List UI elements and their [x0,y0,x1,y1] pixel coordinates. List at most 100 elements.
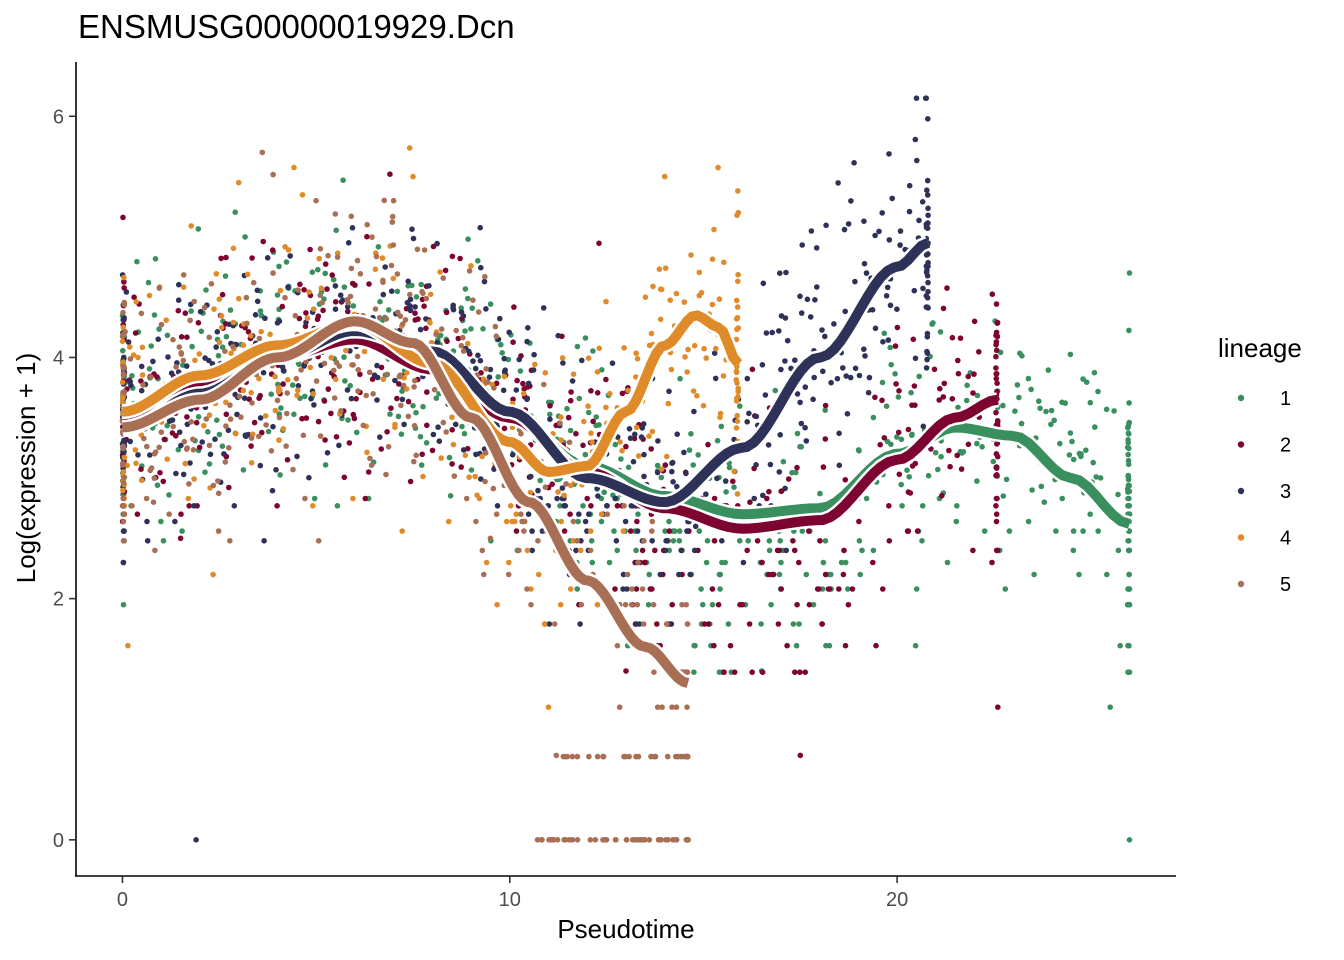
data-point-lineage-3 [138,363,145,370]
legend: lineage 1 2 3 4 5 [1218,333,1302,596]
data-point-lineage-1 [345,417,351,423]
data-point-lineage-2 [186,503,192,509]
data-point-lineage-2 [333,434,340,440]
data-point-lineage-1 [766,538,773,544]
data-point-lineage-4 [715,164,721,171]
data-point-lineage-3 [662,547,669,554]
data-point-lineage-3 [125,339,132,345]
data-point-lineage-1 [1124,485,1131,492]
data-point-lineage-5 [443,429,450,435]
data-point-lineage-5 [147,467,153,474]
data-point-lineage-3 [861,346,867,353]
data-point-lineage-5 [152,547,158,554]
data-point-lineage-5 [518,511,524,517]
data-point-lineage-5 [338,408,344,414]
data-point-lineage-1 [322,462,329,468]
y-tick-label: 6 [53,106,64,128]
data-point-lineage-4 [211,306,217,312]
data-point-lineage-3 [524,338,530,345]
data-point-lineage-3 [573,547,579,554]
data-point-lineage-2 [792,669,798,675]
data-point-lineage-3 [144,538,151,544]
data-point-lineage-2 [879,397,885,404]
data-point-lineage-3 [382,264,389,270]
data-point-lineage-4 [734,412,740,419]
data-point-lineage-4 [304,315,311,322]
data-point-lineage-3 [872,232,878,239]
data-point-lineage-1 [1045,367,1052,373]
data-point-lineage-5 [227,416,234,422]
data-point-lineage-1 [1037,405,1043,412]
data-point-lineage-2 [623,668,629,674]
data-point-lineage-4 [633,350,639,357]
data-point-lineage-1 [601,489,607,496]
data-point-lineage-2 [303,310,309,316]
data-point-lineage-5 [569,753,576,760]
data-point-lineage-4 [598,511,605,517]
data-point-lineage-5 [654,704,661,710]
data-point-lineage-1 [974,392,981,399]
data-point-lineage-3 [147,452,153,458]
data-point-lineage-2 [384,429,390,435]
data-point-lineage-2 [345,308,351,315]
data-point-lineage-2 [324,286,330,292]
data-point-lineage-3 [869,307,876,313]
data-point-lineage-1 [822,407,828,414]
data-point-lineage-3 [311,402,317,408]
data-point-lineage-5 [210,482,217,489]
data-point-lineage-1 [1126,400,1132,406]
data-point-lineage-3 [924,348,930,355]
data-point-lineage-4 [404,370,410,376]
data-point-lineage-2 [666,528,673,534]
data-point-lineage-4 [662,265,669,272]
data-point-lineage-2 [993,472,1000,479]
data-point-lineage-5 [398,402,404,409]
data-point-lineage-1 [1003,476,1010,483]
data-point-lineage-3 [348,395,355,402]
data-point-lineage-4 [406,145,413,151]
data-point-lineage-5 [156,285,163,291]
data-point-lineage-3 [121,528,127,534]
data-point-lineage-3 [676,571,682,578]
data-point-lineage-5 [621,503,627,509]
data-point-lineage-5 [188,419,194,425]
data-point-lineage-4 [235,179,242,186]
data-point-lineage-4 [307,364,314,371]
data-point-lineage-5 [333,359,340,366]
data-point-lineage-5 [635,559,641,566]
data-point-lineage-2 [790,538,796,544]
data-point-lineage-2 [957,335,964,342]
data-point-lineage-3 [450,305,456,311]
data-point-lineage-1 [417,433,424,440]
data-point-lineage-1 [646,571,652,578]
data-point-lineage-4 [233,430,239,437]
data-point-lineage-4 [130,352,137,358]
data-point-lineage-2 [619,390,626,397]
data-point-lineage-3 [746,410,752,417]
data-point-lineage-4 [557,601,564,608]
data-point-lineage-3 [759,362,766,368]
data-point-lineage-3 [913,95,920,101]
data-point-lineage-5 [482,273,488,280]
data-point-lineage-3 [349,225,356,231]
data-point-lineage-4 [410,173,416,180]
data-point-lineage-2 [893,381,899,387]
data-point-lineage-1 [1124,444,1131,451]
data-point-lineage-2 [826,586,833,592]
data-point-lineage-2 [806,528,812,534]
data-point-lineage-1 [686,447,693,453]
data-point-lineage-1 [353,429,360,436]
legend-label-5: 5 [1280,574,1291,596]
data-point-lineage-3 [604,503,610,509]
data-point-lineage-1 [385,307,392,313]
data-point-lineage-1 [895,394,902,400]
data-point-lineage-1 [219,443,226,450]
data-point-lineage-5 [683,601,689,608]
data-point-lineage-1 [537,477,543,484]
data-point-lineage-2 [907,490,914,496]
data-point-lineage-4 [694,393,700,399]
data-point-lineage-2 [274,503,280,509]
data-point-lineage-5 [176,344,183,350]
data-point-lineage-1 [375,244,382,250]
data-point-lineage-3 [845,221,852,227]
